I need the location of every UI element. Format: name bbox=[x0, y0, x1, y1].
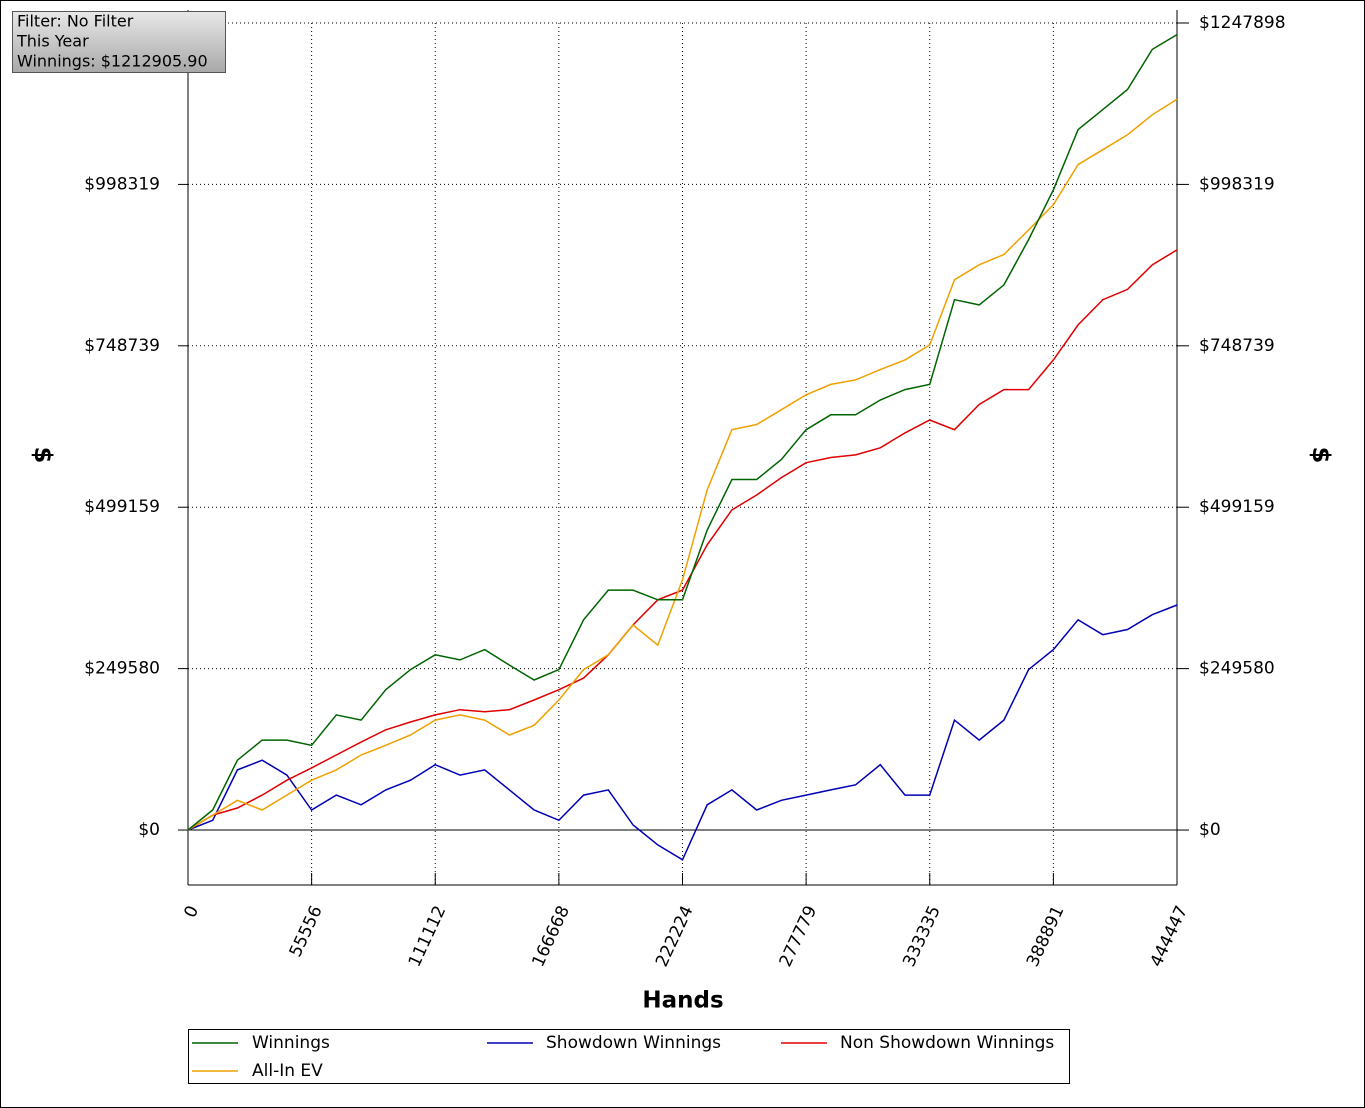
legend: Winnings Showdown Winnings Non Showdown Wi… bbox=[192, 1033, 1054, 1081]
legend-label: Showdown Winnings bbox=[546, 1033, 721, 1053]
y2-tick-label: $0 bbox=[1199, 820, 1221, 840]
series-line bbox=[187, 604, 1178, 861]
period-text: This Year bbox=[16, 32, 89, 51]
y-tick-label: $998319 bbox=[84, 174, 160, 194]
y-axis-title: $ bbox=[29, 447, 57, 464]
series-line bbox=[187, 98, 1178, 831]
y-tick-label: $748739 bbox=[84, 336, 160, 356]
series-line bbox=[187, 33, 1178, 831]
y2-tick-label: $249580 bbox=[1199, 659, 1275, 679]
y-tick-label: $0 bbox=[138, 820, 160, 840]
y-tick-label: $249580 bbox=[84, 659, 160, 679]
filter-text: Filter: No Filter bbox=[17, 12, 134, 31]
y2-tick-label: $748739 bbox=[1199, 336, 1275, 356]
legend-label: Non Showdown Winnings bbox=[840, 1033, 1054, 1053]
filter-box-bg bbox=[12, 11, 226, 73]
series-line bbox=[187, 249, 1178, 831]
y-tick-label: $499159 bbox=[84, 497, 160, 517]
legend-label: Winnings bbox=[252, 1033, 330, 1053]
winnings-text: Winnings: $1212905.90 bbox=[17, 52, 208, 71]
filter-box: Filter: No Filter This Year Winnings: $1… bbox=[12, 11, 226, 73]
legend-label: All-In EV bbox=[252, 1061, 323, 1081]
x-axis-title: Hands bbox=[642, 988, 723, 1014]
y2-axis-title: $ bbox=[1307, 447, 1335, 464]
y2-tick-label: $998319 bbox=[1199, 174, 1275, 194]
legend-box bbox=[188, 1029, 1070, 1084]
y2-tick-label: $1247898 bbox=[1199, 13, 1286, 33]
y2-tick-label: $499159 bbox=[1199, 497, 1275, 517]
